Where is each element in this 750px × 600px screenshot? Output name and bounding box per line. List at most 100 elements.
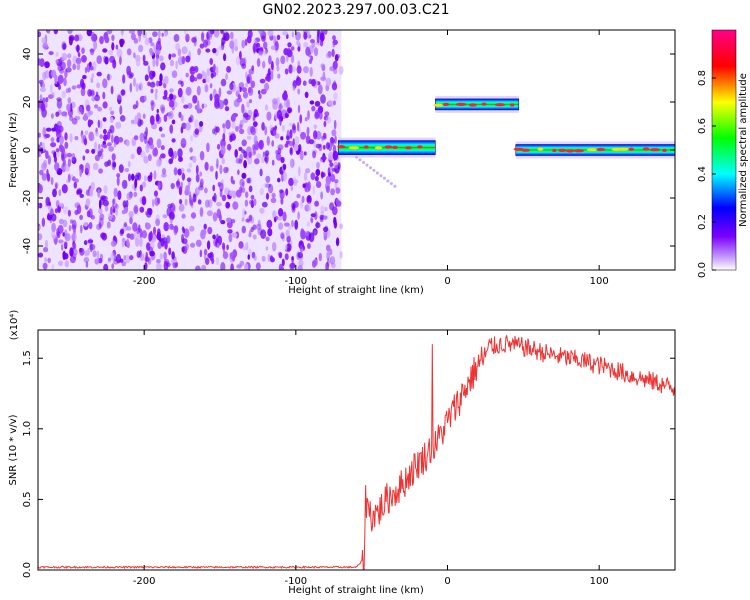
tone-core: [392, 145, 398, 149]
noise-speckle: [294, 136, 300, 146]
noise-speckle: [238, 241, 244, 249]
noise-speckle: [207, 30, 213, 38]
noise-speckle: [76, 204, 82, 214]
noise-speckle: [241, 63, 247, 69]
noise-speckle: [216, 158, 219, 168]
noise-speckle: [136, 227, 140, 234]
noise-speckle: [320, 171, 324, 179]
noise-speckle: [198, 185, 204, 191]
noise-speckle: [222, 251, 229, 260]
noise-speckle: [244, 38, 248, 47]
noise-speckle: [212, 128, 216, 135]
noise-speckle: [161, 168, 167, 175]
noise-speckle: [277, 147, 282, 155]
noise-speckle: [229, 40, 235, 49]
noise-speckle: [141, 230, 148, 239]
noise-speckle: [293, 200, 299, 209]
noise-speckle: [119, 115, 126, 122]
noise-speckle: [164, 240, 168, 250]
noise-speckle: [61, 184, 68, 194]
noise-speckle: [100, 232, 106, 239]
noise-speckle: [211, 257, 215, 265]
noise-speckle: [156, 108, 159, 114]
noise-speckle: [248, 185, 253, 193]
noise-speckle: [113, 142, 117, 148]
noise-speckle: [274, 125, 278, 131]
noise-speckle: [50, 113, 54, 119]
noise-speckle: [215, 170, 218, 180]
noise-speckle: [106, 142, 112, 147]
noise-speckle: [92, 135, 95, 141]
tone-core: [617, 147, 629, 151]
noise-speckle: [85, 198, 91, 207]
noise-speckle: [288, 225, 292, 231]
noise-speckle: [264, 150, 270, 157]
noise-speckle: [195, 173, 200, 183]
noise-speckle: [54, 74, 58, 85]
noise-speckle: [154, 48, 161, 55]
noise-speckle: [61, 52, 68, 61]
noise-speckle: [149, 143, 154, 150]
noise-speckle: [152, 147, 159, 157]
noise-speckle: [48, 51, 54, 56]
noise-speckle: [132, 222, 138, 232]
noise-speckle: [214, 125, 218, 136]
noise-speckle: [263, 49, 267, 56]
noise-speckle: [48, 206, 53, 216]
noise-speckle: [155, 116, 162, 124]
noise-speckle: [185, 185, 191, 193]
noise-speckle: [307, 243, 311, 249]
noise-speckle: [133, 191, 138, 198]
noise-speckle: [248, 99, 253, 104]
noise-speckle: [45, 150, 49, 159]
noise-speckle: [153, 44, 157, 51]
tone-core: [481, 102, 487, 106]
tone-core: [509, 103, 515, 107]
noise-speckle: [85, 149, 90, 154]
noise-speckle: [118, 137, 124, 143]
noise-speckle: [38, 225, 41, 230]
noise-speckle: [111, 42, 115, 51]
noise-speckle: [157, 181, 161, 190]
noise-speckle: [96, 55, 102, 64]
noise-speckle: [231, 121, 236, 129]
noise-speckle: [205, 257, 210, 265]
noise-speckle: [38, 233, 43, 241]
noise-speckle: [246, 76, 251, 84]
noise-speckle: [115, 253, 122, 264]
noise-speckle: [38, 144, 41, 154]
colorbar: 0.0 0.2 0.4 0.6 0.8 Normalized spectral ampl…: [697, 29, 749, 278]
noise-speckle: [98, 199, 102, 210]
noise-speckle: [129, 255, 134, 261]
noise-speckle: [184, 198, 188, 206]
noise-speckle: [199, 178, 204, 188]
noise-speckle: [225, 119, 231, 130]
noise-speckle: [116, 93, 123, 100]
noise-speckle: [315, 143, 322, 149]
y-tick-label: -40: [22, 238, 33, 254]
noise-speckle: [103, 134, 108, 141]
noise-speckle: [250, 127, 256, 136]
noise-speckle: [205, 48, 211, 53]
y-tick-label: -20: [22, 190, 33, 206]
noise-speckle: [152, 58, 156, 68]
noise-speckle: [291, 256, 294, 264]
noise-speckle: [259, 168, 263, 177]
noise-speckle: [238, 82, 245, 90]
noise-speckle: [162, 214, 168, 219]
noise-speckle: [278, 222, 284, 230]
noise-speckle: [327, 99, 333, 106]
noise-speckle: [320, 63, 326, 69]
noise-speckle: [266, 136, 270, 146]
noise-speckle: [237, 94, 241, 100]
noise-speckle: [220, 30, 224, 35]
noise-speckle: [79, 169, 82, 177]
noise-speckle: [72, 176, 76, 182]
noise-speckle: [153, 170, 157, 180]
noise-speckle: [253, 158, 260, 165]
noise-speckle: [273, 129, 277, 136]
noise-speckle: [226, 143, 232, 151]
noise-speckle: [98, 222, 102, 229]
noise-speckle: [282, 163, 287, 170]
noise-speckle: [143, 155, 149, 164]
